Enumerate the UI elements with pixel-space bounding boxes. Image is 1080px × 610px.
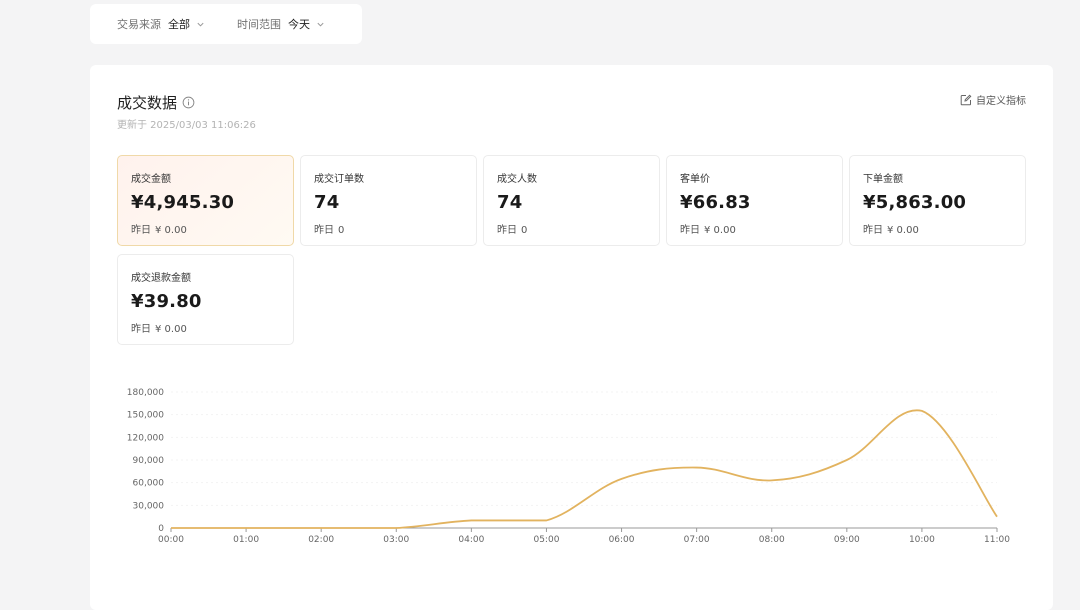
yesterday-value: ¥ 0.00 bbox=[704, 225, 736, 236]
x-tick-label: 08:00 bbox=[759, 535, 785, 545]
yesterday-label: 昨日 bbox=[863, 225, 883, 236]
info-icon[interactable] bbox=[182, 96, 195, 109]
chevron-down-icon bbox=[317, 22, 324, 27]
panel-title: 成交数据 bbox=[117, 92, 195, 113]
y-tick-label: 90,000 bbox=[133, 456, 165, 466]
yesterday-value: ¥ 0.00 bbox=[887, 225, 919, 236]
deal-amount-trend-chart: 0 30,000 60,000 90,000 120,000 150,000 180,000… bbox=[127, 388, 1010, 545]
updated-timestamp: 更新于 2025/03/03 11:06:26 bbox=[117, 120, 256, 131]
filter-source-label: 交易来源 bbox=[117, 18, 161, 31]
metric-card-order-amount[interactable]: 下单金额 ¥5,863.00 昨日 ¥ 0.00 bbox=[849, 155, 1026, 246]
x-tick-label: 01:00 bbox=[233, 535, 259, 545]
x-tick-label: 11:00 bbox=[984, 535, 1010, 545]
custom-metrics-label: 自定义指标 bbox=[976, 96, 1026, 107]
metric-yesterday: 昨日 0 bbox=[497, 221, 659, 236]
metric-label: 客单价 bbox=[680, 174, 710, 185]
chevron-down-icon bbox=[197, 22, 204, 27]
yesterday-value: 0 bbox=[338, 225, 345, 236]
filter-bar: 交易来源 全部 时间范围 今天 bbox=[90, 4, 362, 44]
metric-value: ¥5,863.00 bbox=[863, 192, 967, 213]
x-tick-label: 02:00 bbox=[308, 535, 334, 545]
yesterday-label: 昨日 bbox=[131, 324, 151, 335]
metric-card-order-count[interactable]: 成交订单数 74 昨日 0 bbox=[300, 155, 477, 246]
x-tick-label: 00:00 bbox=[158, 535, 184, 545]
y-tick-label: 60,000 bbox=[133, 479, 165, 489]
yesterday-value: ¥ 0.00 bbox=[155, 225, 187, 236]
x-tick-label: 06:00 bbox=[609, 535, 635, 545]
metric-card-deal-amount[interactable]: 成交金额 ¥4,945.30 昨日 ¥ 0.00 bbox=[117, 155, 294, 246]
metric-card-avg-order-price[interactable]: 客单价 ¥66.83 昨日 ¥ 0.00 bbox=[666, 155, 843, 246]
x-tick-label: 04:00 bbox=[458, 535, 484, 545]
yesterday-value: 0 bbox=[521, 225, 528, 236]
metric-yesterday: 昨日 0 bbox=[314, 221, 476, 236]
metric-label: 成交退款金额 bbox=[131, 273, 191, 284]
metric-card-buyer-count[interactable]: 成交人数 74 昨日 0 bbox=[483, 155, 660, 246]
metric-yesterday: 昨日 ¥ 0.00 bbox=[131, 320, 293, 335]
metric-label: 成交订单数 bbox=[314, 174, 364, 185]
y-tick-label: 0 bbox=[158, 524, 164, 534]
metric-value: 74 bbox=[314, 192, 340, 213]
yesterday-label: 昨日 bbox=[680, 225, 700, 236]
edit-icon bbox=[960, 94, 972, 105]
filter-time-value: 今天 bbox=[288, 18, 310, 31]
filter-time-range[interactable]: 时间范围 今天 bbox=[237, 16, 325, 32]
y-tick-label: 150,000 bbox=[127, 411, 164, 421]
x-tick-label: 10:00 bbox=[909, 535, 935, 545]
metric-yesterday: 昨日 ¥ 0.00 bbox=[863, 221, 1025, 236]
metric-value: ¥39.80 bbox=[131, 291, 202, 312]
metric-yesterday: 昨日 ¥ 0.00 bbox=[131, 221, 293, 236]
yesterday-value: ¥ 0.00 bbox=[155, 324, 187, 335]
yesterday-label: 昨日 bbox=[131, 225, 151, 236]
filter-time-label: 时间范围 bbox=[237, 18, 281, 31]
x-tick-label: 09:00 bbox=[834, 535, 860, 545]
metric-label: 成交金额 bbox=[131, 174, 171, 185]
yesterday-label: 昨日 bbox=[314, 225, 334, 236]
y-tick-label: 120,000 bbox=[127, 433, 164, 443]
y-tick-label: 180,000 bbox=[127, 388, 164, 398]
x-tick-label: 07:00 bbox=[684, 535, 710, 545]
deal-data-panel: 成交数据 更新于 2025/03/03 11:06:26 自定义指标 成交金额 … bbox=[90, 65, 1053, 610]
custom-metrics-button[interactable]: 自定义指标 bbox=[960, 92, 1026, 107]
x-tick-label: 05:00 bbox=[533, 535, 559, 545]
panel-title-text: 成交数据 bbox=[117, 94, 178, 112]
filter-source[interactable]: 交易来源 全部 bbox=[117, 16, 205, 32]
x-tick-label: 03:00 bbox=[383, 535, 409, 545]
filter-source-value: 全部 bbox=[168, 18, 190, 31]
metric-value: 74 bbox=[497, 192, 523, 213]
metric-value: ¥4,945.30 bbox=[131, 192, 235, 213]
metric-label: 下单金额 bbox=[863, 174, 903, 185]
metric-value: ¥66.83 bbox=[680, 192, 751, 213]
series-line bbox=[171, 409, 998, 529]
metric-yesterday: 昨日 ¥ 0.00 bbox=[680, 221, 842, 236]
y-tick-label: 30,000 bbox=[133, 501, 165, 511]
metric-label: 成交人数 bbox=[497, 174, 537, 185]
yesterday-label: 昨日 bbox=[497, 225, 517, 236]
metric-card-refund-amount[interactable]: 成交退款金额 ¥39.80 昨日 ¥ 0.00 bbox=[117, 254, 294, 345]
